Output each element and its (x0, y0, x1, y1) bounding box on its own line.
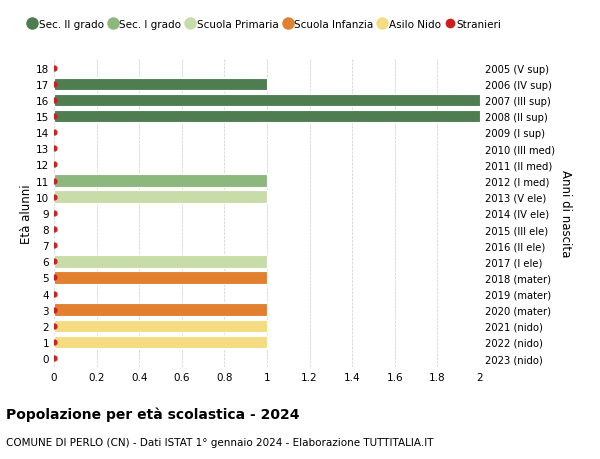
Bar (54, 336, 267, 348)
Bar (54, 272, 267, 284)
Bar (54, 175, 267, 188)
Legend: Sec. II grado, Sec. I grado, Scuola Primaria, Scuola Infanzia, Asilo Nido, Stran: Sec. II grado, Sec. I grado, Scuola Prim… (25, 16, 506, 34)
Text: COMUNE DI PERLO (CN) - Dati ISTAT 1° gennaio 2024 - Elaborazione TUTTITALIA.IT: COMUNE DI PERLO (CN) - Dati ISTAT 1° gen… (6, 437, 433, 447)
Bar (54, 95, 480, 107)
Bar (54, 304, 267, 316)
Bar (54, 191, 267, 204)
Y-axis label: Anni di nascita: Anni di nascita (559, 170, 572, 257)
Bar (54, 320, 267, 332)
Text: Popolazione per età scolastica - 2024: Popolazione per età scolastica - 2024 (6, 406, 299, 421)
Bar (54, 78, 267, 91)
Bar (54, 111, 480, 123)
Y-axis label: Età alunni: Età alunni (20, 184, 33, 243)
Bar (54, 256, 267, 268)
